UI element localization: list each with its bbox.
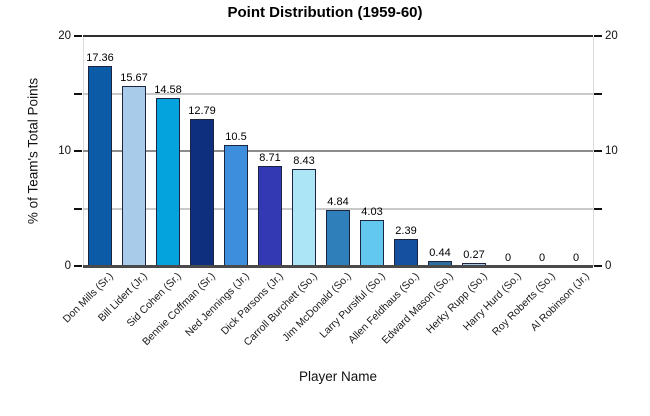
bar-value-label: 17.36: [86, 52, 114, 65]
bar-value-label: 0: [538, 252, 546, 264]
bar-value-label: 12.79: [188, 104, 216, 117]
bar: [156, 98, 180, 266]
y-tick-right: [594, 93, 602, 95]
y-tick-right: [594, 150, 602, 152]
gridline-15: [83, 93, 593, 95]
bar: [394, 238, 418, 266]
y-tick-left: [74, 265, 82, 267]
gridline-5: [83, 208, 593, 210]
y-tick-label-left: 10: [58, 145, 71, 157]
bar: [326, 210, 350, 266]
bar: [224, 145, 248, 266]
bar-value-label: 8.71: [259, 151, 281, 164]
y-tick-label-right: 10: [605, 145, 618, 157]
y-tick-label-right: 0: [605, 260, 612, 272]
bar: [292, 169, 316, 266]
y-axis-title: % of Team's Total Points: [25, 77, 41, 225]
bar-value-label: 0.44: [429, 246, 451, 259]
y-tick-left: [74, 208, 82, 210]
y-tick-label-left: 20: [58, 30, 71, 42]
bar-value-label: 2.39: [395, 224, 417, 237]
bar: [88, 66, 112, 266]
bar-value-label: 10.5: [225, 131, 247, 144]
y-tick-right: [594, 208, 602, 210]
bar-value-label: 4.03: [361, 205, 383, 218]
bar-value-label: 8.43: [293, 155, 315, 168]
gridline-20: [83, 35, 593, 37]
y-tick-left: [74, 150, 82, 152]
y-tick-label-right: 20: [605, 30, 618, 42]
y-tick-left: [74, 35, 82, 37]
y-tick-left: [74, 93, 82, 95]
chart-title: Point Distribution (1959-60): [227, 4, 423, 21]
bar-value-label: 0: [572, 252, 580, 264]
y-tick-right: [594, 35, 602, 37]
bar-value-label: 0.27: [463, 248, 485, 261]
bar-value-label: 4.84: [327, 196, 349, 209]
plot-right-border: [593, 36, 594, 266]
x-axis-line: [83, 265, 593, 268]
bar: [258, 165, 282, 266]
x-axis-title: Player Name: [298, 369, 378, 384]
gridline-10: [83, 150, 593, 152]
y-tick-right: [594, 265, 602, 267]
bar-value-label: 15.67: [120, 71, 148, 84]
bar-value-label: 0: [504, 252, 512, 264]
bar-value-label: 14.58: [154, 84, 182, 97]
bar: [360, 219, 384, 266]
y-tick-label-left: 0: [64, 260, 71, 272]
bar: [122, 85, 146, 266]
bar: [190, 118, 214, 266]
